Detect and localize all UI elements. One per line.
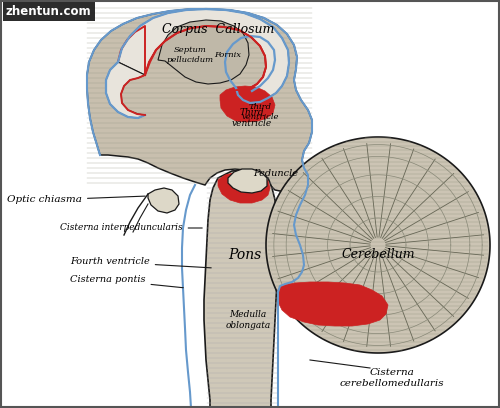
Text: Cerebellum: Cerebellum: [341, 248, 415, 262]
Text: Third
ventricle: Third ventricle: [232, 108, 272, 128]
Polygon shape: [228, 169, 267, 193]
Polygon shape: [118, 9, 289, 103]
Polygon shape: [87, 9, 312, 192]
Text: Pons: Pons: [228, 248, 262, 262]
Polygon shape: [278, 282, 388, 326]
Text: Medulla
oblongata: Medulla oblongata: [226, 310, 270, 330]
Text: Cisterna pontis: Cisterna pontis: [70, 275, 183, 288]
Text: Cisterna
cerebellomedullaris: Cisterna cerebellomedullaris: [340, 368, 444, 388]
Text: Corpus  Callosum: Corpus Callosum: [162, 24, 274, 36]
Polygon shape: [158, 20, 249, 84]
Text: Septum
pellucidum: Septum pellucidum: [166, 47, 214, 64]
Text: Optic chiasma: Optic chiasma: [7, 195, 145, 204]
Polygon shape: [266, 137, 490, 353]
Text: zhentun.com: zhentun.com: [6, 5, 91, 18]
Polygon shape: [204, 170, 278, 408]
Polygon shape: [148, 188, 179, 213]
Text: Third
ventricle: Third ventricle: [241, 103, 279, 121]
Text: Cisterna interpeduncularis: Cisterna interpeduncularis: [60, 224, 202, 233]
Polygon shape: [220, 86, 275, 122]
Text: Fornix: Fornix: [214, 51, 242, 59]
Polygon shape: [218, 172, 270, 203]
Polygon shape: [106, 62, 145, 118]
Text: Peduncle: Peduncle: [253, 169, 298, 177]
Text: Fourth ventricle: Fourth ventricle: [70, 257, 211, 268]
